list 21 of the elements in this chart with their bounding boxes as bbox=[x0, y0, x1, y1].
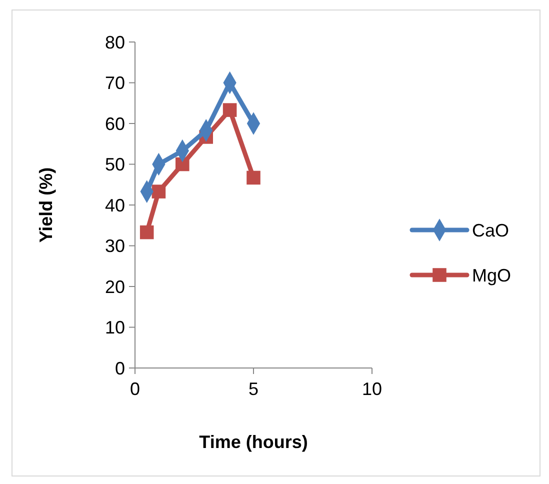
x-axis-title: Time (hours) bbox=[199, 432, 308, 452]
point bbox=[152, 184, 166, 198]
y-tick-label: 10 bbox=[104, 318, 125, 338]
y-tick-label: 50 bbox=[104, 154, 125, 175]
point bbox=[246, 170, 260, 185]
y-tick-label: 70 bbox=[104, 73, 125, 94]
x-tick-label: 10 bbox=[362, 379, 382, 399]
y-tick-label: 80 bbox=[104, 32, 125, 52]
x-tick-label: 0 bbox=[130, 379, 140, 399]
y-tick-label: 0 bbox=[114, 358, 125, 378]
y-tick-label: 30 bbox=[104, 236, 125, 256]
x-tick-label: 5 bbox=[248, 379, 259, 399]
point bbox=[176, 157, 190, 172]
y-axis-title: Yield (%) bbox=[36, 167, 56, 243]
point bbox=[140, 225, 154, 240]
point bbox=[222, 103, 237, 117]
y-tick-label: 60 bbox=[104, 114, 125, 134]
legend-label: MgO bbox=[472, 265, 512, 286]
y-tick-label: 40 bbox=[104, 195, 125, 216]
legend-label: CaO bbox=[472, 220, 510, 240]
y-tick-label: 20 bbox=[104, 276, 125, 297]
